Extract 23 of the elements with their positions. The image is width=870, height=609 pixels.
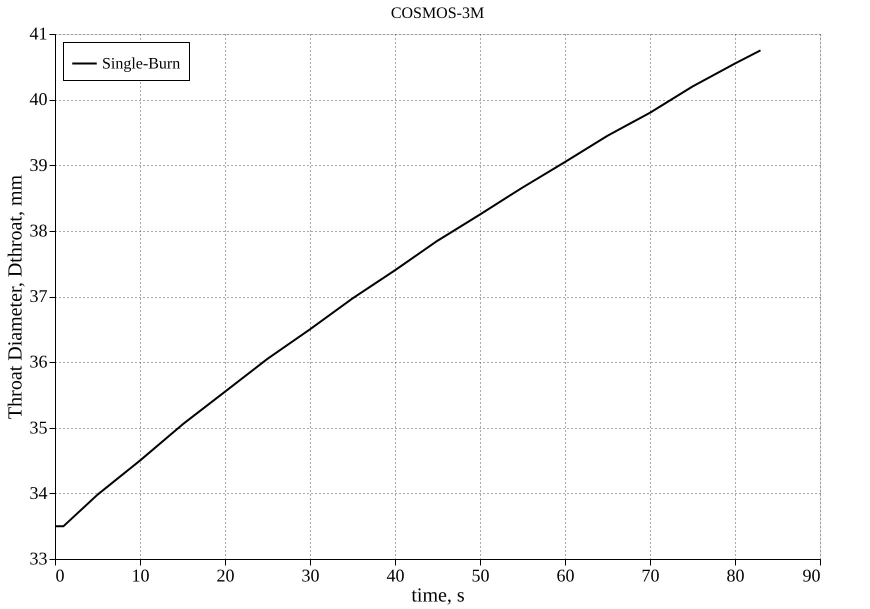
legend-label: Single-Burn [102,56,180,72]
y-tick-label: 33 [30,548,48,568]
y-axis-title: Throat Diameter, Dthroat, mm [4,174,26,420]
x-tick-label: 90 [802,566,820,586]
x-tick-label: 20 [216,566,234,586]
x-tick-label: 50 [472,566,490,586]
y-tick-label: 40 [30,89,48,110]
x-tick-label: 80 [726,566,744,586]
y-tick-label: 35 [30,417,48,438]
y-tick-label: 36 [30,352,48,372]
x-tick-label: 70 [642,566,660,586]
x-tick-label: 40 [386,566,404,586]
chart-title: COSMOS-3M [390,5,484,22]
x-tick-label: 10 [132,566,150,586]
y-tick-label: 39 [30,154,48,175]
x-tick-label: 30 [302,566,320,586]
x-tick-label: 0 [56,566,64,586]
y-tick-label: 34 [30,482,48,503]
y-tick-label: 41 [30,24,48,44]
x-axis-title: time, s [411,584,465,606]
x-tick-label: 60 [556,566,574,586]
y-tick-label: 37 [30,286,48,306]
y-tick-label: 38 [30,220,48,240]
